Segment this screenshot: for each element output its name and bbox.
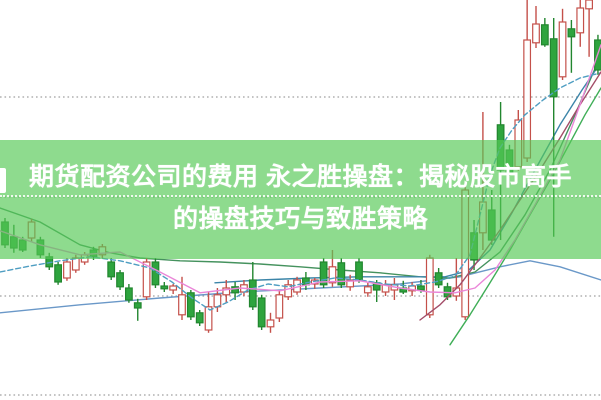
title-banner xyxy=(0,140,601,259)
banner-title-line1: 期货配资公司的费用 永之胜操盘：揭秘股市高手 xyxy=(29,163,572,191)
clipped-text-fragment xyxy=(0,168,6,193)
banner-title-line2: 的操盘技巧与致胜策略 xyxy=(172,205,428,233)
banner-dotted-gridline xyxy=(0,195,601,197)
